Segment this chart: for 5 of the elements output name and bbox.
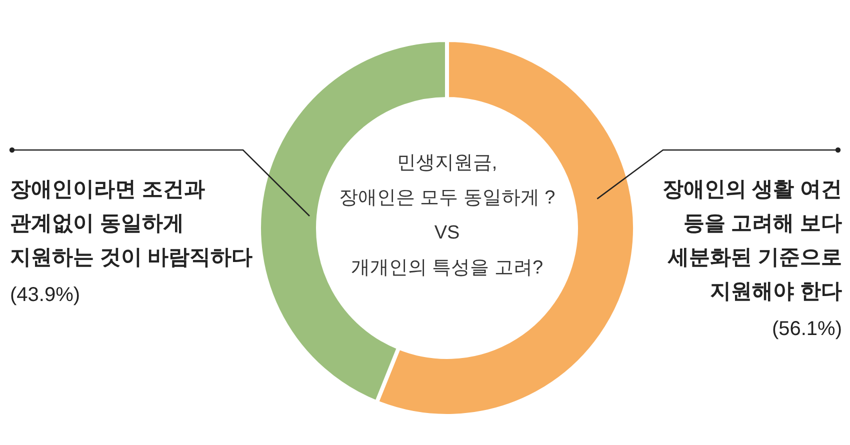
- data-label: (43.9%): [10, 284, 80, 306]
- slice-label: 장애인이라면 조건과 관계없이 동일하게 지원하는 것이 바람직하다: [10, 178, 253, 269]
- text: 민생지원금, 장애인은 모두 동일하게 ? VS 개개인의 특성을 고려?: [338, 152, 556, 278]
- data-label: (56.1%): [772, 318, 842, 340]
- slice-label: 장애인의 생활 여건 등을 고려해 보다 세분화된 기준으로 지원해야 한다: [662, 178, 842, 303]
